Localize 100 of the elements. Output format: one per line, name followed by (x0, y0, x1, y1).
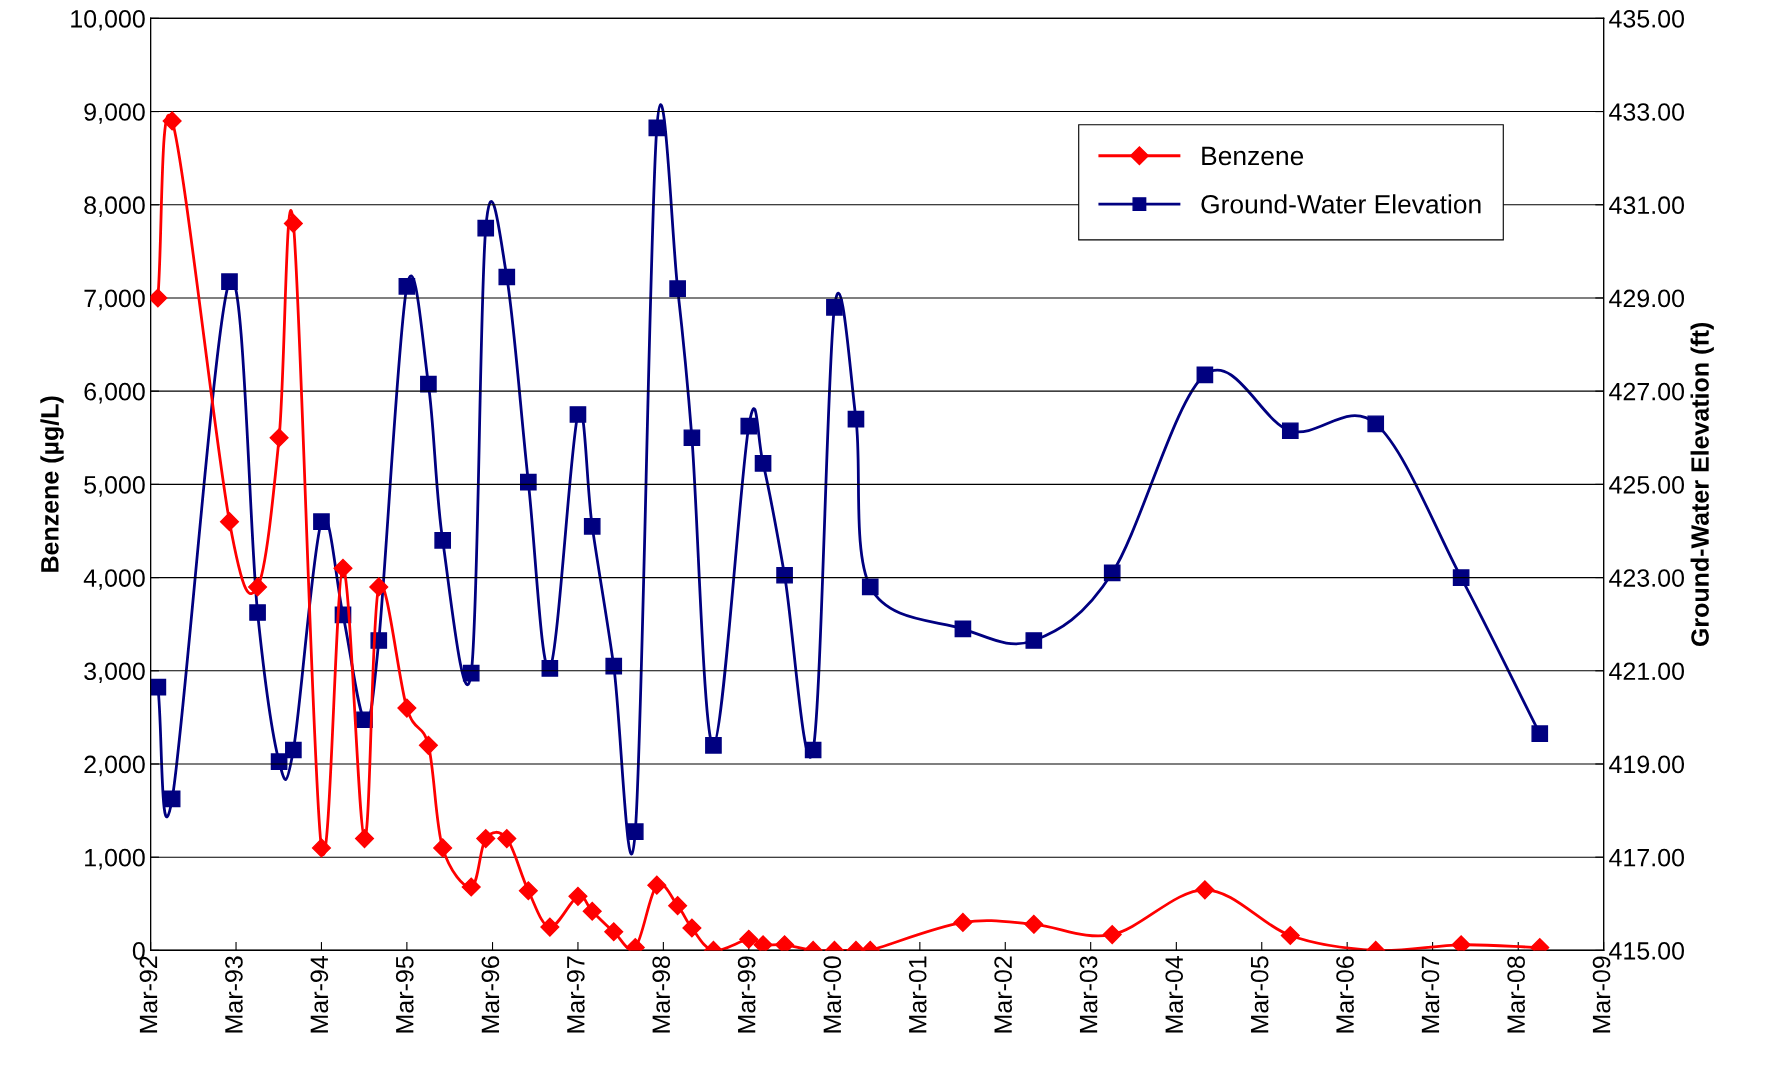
x-tick-label: Mar-06 (1336, 956, 1354, 1033)
point (162, 111, 182, 131)
point (626, 823, 644, 840)
point (434, 531, 452, 549)
point (369, 577, 389, 597)
point (150, 678, 167, 696)
point (248, 577, 268, 597)
point (518, 881, 538, 901)
x-tick-label: Mar-96 (481, 956, 500, 1033)
point (461, 877, 481, 897)
point (954, 620, 972, 638)
point (740, 417, 758, 435)
y-tick-label: 10,000 (71, 9, 145, 31)
point (669, 280, 686, 297)
point (861, 578, 879, 596)
point (847, 410, 865, 428)
point (1280, 925, 1300, 946)
x-tick-label: Mar-99 (737, 956, 756, 1033)
point (398, 277, 416, 295)
y-tick-label: 9,000 (84, 103, 145, 124)
point (477, 219, 495, 237)
y2-tick-label: 431.00 (1609, 196, 1685, 215)
point (775, 935, 795, 951)
point (1103, 564, 1121, 582)
legend-label: Ground-Water Elevation (1201, 194, 1481, 214)
point (333, 558, 353, 578)
point (826, 298, 843, 316)
point (1025, 632, 1043, 649)
point (311, 838, 331, 858)
point (705, 737, 722, 754)
point (476, 829, 496, 849)
point (163, 790, 181, 808)
point (540, 917, 560, 937)
point (1452, 569, 1470, 586)
point (953, 912, 973, 932)
y-tick-label: 5,000 (84, 475, 145, 497)
point (285, 741, 302, 759)
point (1196, 366, 1214, 384)
point (462, 664, 480, 682)
point (1367, 415, 1385, 433)
y-axis-title: Benzene (µg/L) (40, 396, 64, 572)
point (776, 566, 793, 584)
x-tick-label: Mar-00 (823, 956, 842, 1033)
y-tick-label: 6,000 (84, 382, 145, 404)
point (568, 886, 588, 906)
point (433, 838, 453, 858)
y2-tick-label: 435.00 (1609, 9, 1685, 28)
point (683, 429, 701, 447)
x-tick-label: Mar-95 (395, 956, 414, 1033)
y2-tick-label: 419.00 (1609, 755, 1685, 774)
point (1195, 880, 1215, 900)
y2-tick-label: 415.00 (1609, 942, 1685, 960)
point (418, 735, 438, 755)
y-tick-label: 2,000 (84, 755, 145, 777)
x-tick-label: Mar-04 (1165, 955, 1184, 1033)
point (249, 604, 266, 621)
y-tick-label: 8,000 (84, 196, 145, 218)
x-tick-label: Mar-93 (225, 956, 243, 1033)
point (1531, 725, 1549, 743)
point (219, 512, 240, 532)
point (150, 288, 168, 308)
point (648, 119, 666, 137)
y2-tick-label: 417.00 (1609, 848, 1685, 867)
x-tick-label: Mar-97 (566, 956, 585, 1033)
point (1102, 925, 1122, 945)
y-tick-label: 4,000 (83, 569, 145, 590)
point (541, 660, 559, 677)
y2-tick-label: 423.00 (1609, 569, 1685, 587)
point (313, 513, 330, 530)
point (354, 829, 375, 849)
point (604, 922, 624, 942)
y-tick-label: 1,000 (85, 848, 145, 870)
point (1024, 914, 1044, 934)
point (269, 428, 289, 448)
point (647, 875, 667, 895)
y2-tick-label: 427.00 (1609, 382, 1685, 401)
x-tick-label: Mar-03 (1079, 956, 1098, 1033)
point (497, 829, 517, 849)
x-tick-label: Mar-02 (994, 956, 1012, 1033)
point (739, 929, 759, 949)
point (668, 896, 688, 916)
y-tick-label: 7,000 (84, 289, 145, 311)
y2-tick-label: 425.00 (1609, 475, 1685, 494)
point (1451, 935, 1471, 951)
x-tick-label: Mar-09 (1592, 956, 1611, 1033)
y2-tick-label: 421.00 (1609, 662, 1685, 681)
point (221, 273, 238, 290)
point (569, 406, 587, 423)
point (754, 455, 772, 472)
point (519, 473, 537, 491)
point (397, 698, 417, 718)
point (498, 268, 516, 286)
x-tick-label: Mar-07 (1421, 956, 1440, 1033)
point (583, 517, 601, 535)
x-tick-label: Mar-98 (652, 956, 671, 1033)
x-tick-label: Mar-01 (908, 956, 927, 1033)
point (804, 741, 822, 759)
point (283, 213, 303, 233)
point (753, 935, 773, 951)
y2-axis-title: Ground-Water Elevation (ft) (1690, 322, 1714, 647)
